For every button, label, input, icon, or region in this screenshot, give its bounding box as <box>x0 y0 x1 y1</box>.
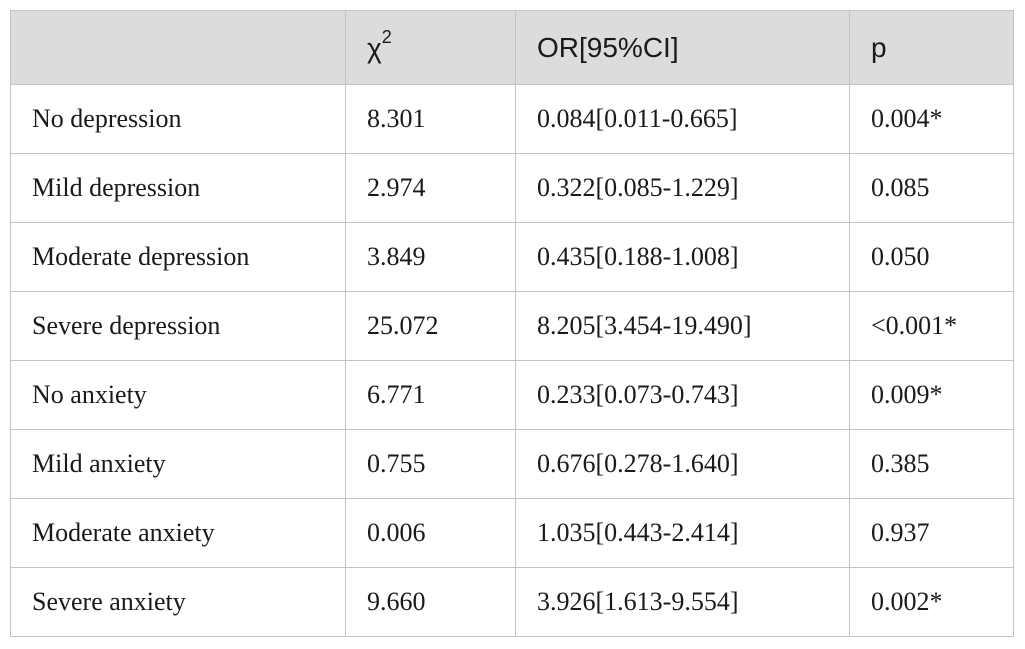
p-value: <0.001* <box>849 291 1014 361</box>
p-value: 0.085 <box>849 153 1014 223</box>
header-p-value: p <box>849 10 1014 85</box>
table-row: No anxiety 6.771 0.233[0.073-0.743] 0.00… <box>10 360 1014 430</box>
p-value: 0.004* <box>849 84 1014 154</box>
chi-square-value: 8.301 <box>345 84 516 154</box>
row-label: Mild depression <box>10 153 346 223</box>
header-label-cell <box>10 10 346 85</box>
odds-ratio-value: 1.035[0.443-2.414] <box>515 498 850 568</box>
row-label: Moderate depression <box>10 222 346 292</box>
table-row: Severe depression 25.072 8.205[3.454-19.… <box>10 291 1014 361</box>
row-label: Mild anxiety <box>10 429 346 499</box>
p-value: 0.937 <box>849 498 1014 568</box>
row-label: Severe anxiety <box>10 567 346 637</box>
odds-ratio-value: 0.435[0.188-1.008] <box>515 222 850 292</box>
table-header: χ2 OR[95%CI] p <box>10 10 1014 85</box>
results-table: χ2 OR[95%CI] p No depression 8.301 0.084… <box>10 10 1014 637</box>
row-label: No anxiety <box>10 360 346 430</box>
odds-ratio-value: 0.084[0.011-0.665] <box>515 84 850 154</box>
odds-ratio-value: 0.322[0.085-1.229] <box>515 153 850 223</box>
p-value: 0.385 <box>849 429 1014 499</box>
chi-square-value: 6.771 <box>345 360 516 430</box>
row-label: Severe depression <box>10 291 346 361</box>
p-value: 0.002* <box>849 567 1014 637</box>
odds-ratio-value: 0.233[0.073-0.743] <box>515 360 850 430</box>
chi-square-value: 0.755 <box>345 429 516 499</box>
row-label: No depression <box>10 84 346 154</box>
odds-ratio-value: 0.676[0.278-1.640] <box>515 429 850 499</box>
chi-square-value: 9.660 <box>345 567 516 637</box>
table-row: Severe anxiety 9.660 3.926[1.613-9.554] … <box>10 567 1014 637</box>
table-row: No depression 8.301 0.084[0.011-0.665] 0… <box>10 84 1014 154</box>
chi-square-value: 2.974 <box>345 153 516 223</box>
chi-square-value: 25.072 <box>345 291 516 361</box>
header-odds-ratio: OR[95%CI] <box>515 10 850 85</box>
chi-square-value: 3.849 <box>345 222 516 292</box>
table-row: Moderate depression 3.849 0.435[0.188-1.… <box>10 222 1014 292</box>
p-value: 0.009* <box>849 360 1014 430</box>
row-label: Moderate anxiety <box>10 498 346 568</box>
table-row: Mild anxiety 0.755 0.676[0.278-1.640] 0.… <box>10 429 1014 499</box>
odds-ratio-value: 3.926[1.613-9.554] <box>515 567 850 637</box>
table-row: Moderate anxiety 0.006 1.035[0.443-2.414… <box>10 498 1014 568</box>
chi-exponent: 2 <box>381 26 392 47</box>
odds-ratio-value: 8.205[3.454-19.490] <box>515 291 850 361</box>
header-chi-square: χ2 <box>345 10 516 85</box>
chi-symbol: χ <box>367 32 382 64</box>
table-row: Mild depression 2.974 0.322[0.085-1.229]… <box>10 153 1014 223</box>
table-body: No depression 8.301 0.084[0.011-0.665] 0… <box>10 84 1014 637</box>
chi-square-value: 0.006 <box>345 498 516 568</box>
p-value: 0.050 <box>849 222 1014 292</box>
header-row: χ2 OR[95%CI] p <box>10 10 1014 85</box>
